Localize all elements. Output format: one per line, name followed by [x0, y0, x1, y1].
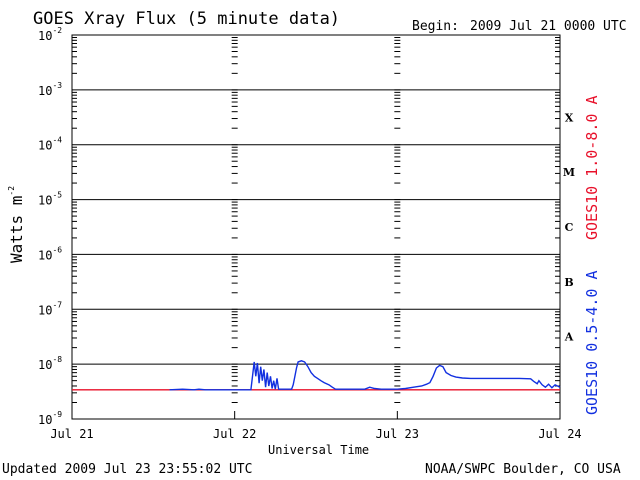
begin-label: Begin:: [412, 19, 459, 34]
flare-class-M: M: [563, 166, 575, 179]
series-lines: [72, 360, 561, 391]
y-tick-label: 10-5: [38, 191, 62, 208]
y-tick-base: 10: [38, 358, 52, 372]
y-tick-label: 10-9: [38, 410, 62, 427]
y-tick-labels: 10-210-310-410-510-610-710-810-9: [38, 26, 62, 427]
y-tick-base: 10: [38, 29, 52, 43]
y-tick-base: 10: [38, 84, 52, 98]
flare-class-B: B: [564, 276, 573, 289]
y-tick-exponent: -9: [52, 410, 62, 419]
begin-date: 2009 Jul 21 0000 UTC: [470, 19, 627, 34]
x-tick-label: Jul 22: [213, 427, 256, 441]
flare-class-X: X: [565, 111, 574, 124]
y-axis-title-text: Watts m-2: [7, 186, 26, 263]
legend-long-channel: GOES10 1.0-8.0 A: [583, 96, 601, 241]
legend-short-channel: GOES10 0.5-4.0 A: [583, 271, 601, 416]
day-markers: [231, 37, 401, 420]
plot-frame: [71, 34, 561, 420]
y-tick-base: 10: [38, 248, 52, 262]
y-tick-exponent: -5: [52, 191, 62, 200]
x-tick-label: Jul 21: [50, 427, 93, 441]
y-tick-base: 10: [38, 303, 52, 317]
y-tick-exponent: -6: [52, 245, 62, 254]
y-axis-title-main: Watts m: [7, 196, 26, 263]
credit-line: NOAA/SWPC Boulder, CO USA: [425, 462, 621, 477]
minor-ticks: [72, 37, 560, 403]
decade-gridlines: [72, 89, 560, 365]
y-tick-label: 10-4: [38, 136, 62, 153]
legend-long-label: GOES10 1.0-8.0 A: [583, 96, 601, 241]
y-tick-exponent: -8: [52, 355, 62, 364]
flare-class-labels: X M C B A: [563, 111, 575, 343]
y-tick-exponent: -4: [52, 136, 62, 145]
updated-timestamp: Updated 2009 Jul 23 23:55:02 UTC: [2, 462, 252, 477]
y-tick-base: 10: [38, 413, 52, 427]
y-tick-label: 10-7: [38, 300, 62, 317]
series-line-short-channel: [169, 360, 561, 391]
x-tick-labels: Jul 21 Jul 22 Jul 23 Jul 24: [50, 427, 581, 441]
y-tick-base: 10: [38, 139, 52, 153]
y-tick-exponent: -3: [52, 81, 62, 90]
flare-class-A: A: [564, 331, 574, 344]
y-tick-label: 10-3: [38, 81, 62, 98]
x-axis-title: Universal Time: [268, 443, 369, 457]
y-tick-base: 10: [38, 194, 52, 208]
y-tick-label: 10-8: [38, 355, 62, 372]
y-tick-exponent: -7: [52, 300, 62, 309]
y-tick-exponent: -2: [52, 26, 62, 35]
y-axis-title-exponent: -2: [7, 186, 16, 196]
x-tick-label: Jul 24: [538, 427, 581, 441]
flare-class-C: C: [565, 221, 574, 234]
y-axis-title: Watts m-2: [7, 186, 26, 263]
chart-title: GOES Xray Flux (5 minute data): [33, 9, 340, 29]
x-tick-label: Jul 23: [376, 427, 419, 441]
legend-short-label: GOES10 0.5-4.0 A: [583, 271, 601, 416]
y-tick-label: 10-6: [38, 245, 62, 262]
y-tick-label: 10-2: [38, 26, 62, 43]
